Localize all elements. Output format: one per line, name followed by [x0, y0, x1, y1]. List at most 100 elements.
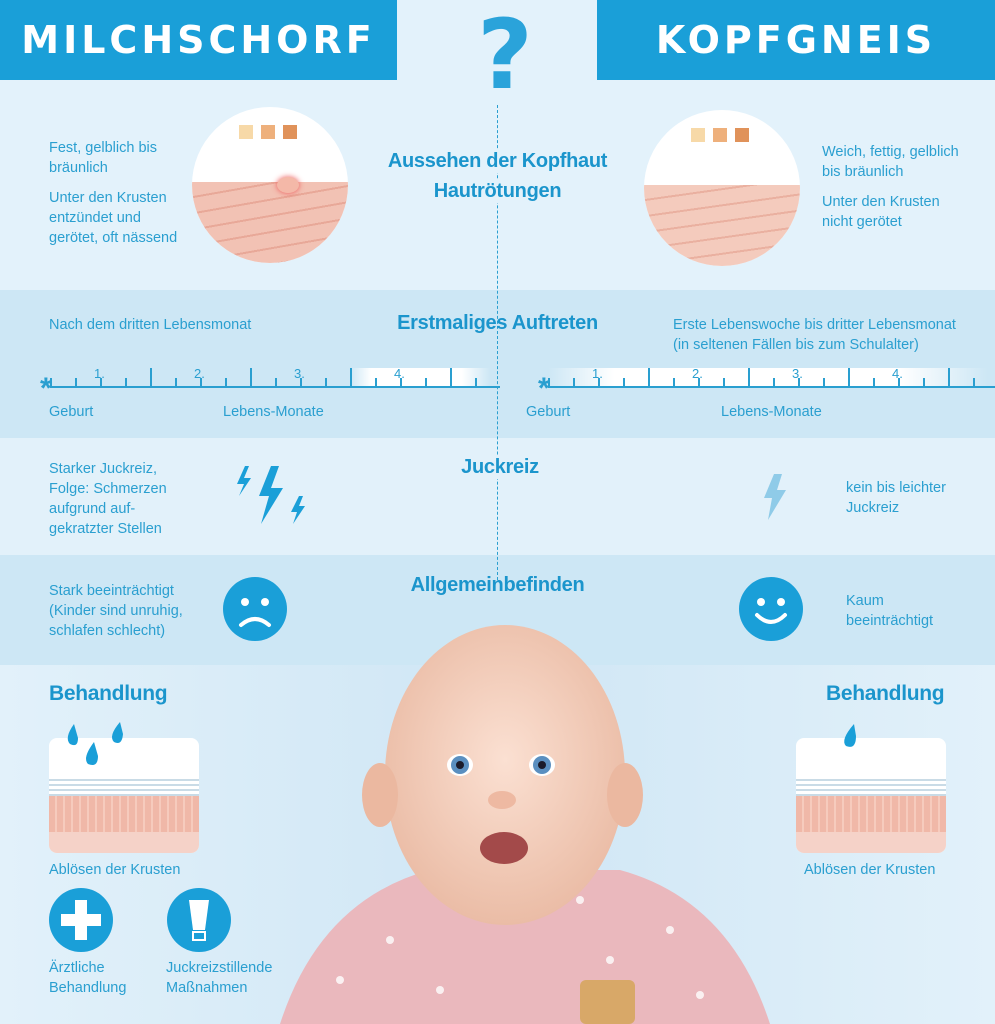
skin-layer [644, 185, 800, 266]
water-drop-icon [844, 724, 856, 747]
onset-title: Erstmaliges Auftreten [397, 312, 598, 334]
milchschorf-skin-illustration [192, 107, 348, 263]
right-onset-note: (in seltenen Fällen bis zum Schulalter) [673, 337, 919, 353]
left-wellbeing-text: Stark beeinträchtigt (Kinder sind unruhi… [49, 583, 183, 639]
swatch [239, 125, 253, 139]
month-label: 1. [94, 366, 105, 381]
timeline-tick [598, 378, 600, 386]
left-appearance-text: Fest, gelblich bis bräunlich [49, 140, 157, 176]
timeline-tick [723, 378, 725, 386]
timeline-tick [648, 368, 650, 386]
right-treatment-title: Behandlung [826, 682, 945, 705]
timeline-tick [100, 378, 102, 386]
months-axis-label: Lebens-Monate [721, 404, 822, 420]
birth-label: Geburt [49, 404, 94, 420]
strong-lightning-icon [237, 466, 305, 524]
timeline-tick [923, 378, 925, 386]
timeline-tick [325, 378, 327, 386]
right-timeline: 1. 2. 3. 4. * Geburt Lebens-Monate [526, 360, 995, 430]
swatch [283, 125, 297, 139]
timeline-tick [948, 368, 950, 386]
water-drops-icon [67, 722, 123, 765]
timeline-tick [573, 378, 575, 386]
timeline-tick [250, 368, 252, 386]
timeline-tick [475, 378, 477, 386]
timeline-tick [125, 378, 127, 386]
timeline-tick [673, 378, 675, 386]
skin-layer [796, 796, 946, 832]
month-label: 3. [792, 366, 803, 381]
month-label: 4. [394, 366, 405, 381]
left-redness-text: Unter den Krusten entzündet und gerötet,… [49, 190, 178, 246]
medical-cross-icon [49, 888, 113, 952]
dermis-layer [796, 832, 946, 853]
left-itch-text: Starker Juckreiz, Folge: Schmerzen aufgr… [49, 461, 167, 537]
timeline-tick [75, 378, 77, 386]
right-redness-text: Unter den Krusten nicht gerötet [822, 194, 940, 230]
month-label: 4. [892, 366, 903, 381]
month-label: 1. [592, 366, 603, 381]
month-label: 2. [692, 366, 703, 381]
timeline-tick [450, 368, 452, 386]
timeline-tick [175, 378, 177, 386]
month-label: 3. [294, 366, 305, 381]
timeline-tick [823, 378, 825, 386]
left-timeline: 1. 2. 3. 4. * Geburt Lebens-Monate [40, 360, 500, 430]
swatch [691, 128, 705, 142]
crust-layer [49, 778, 199, 796]
right-crust-removal-illustration [796, 738, 946, 853]
light-lightning-icon [764, 474, 786, 520]
question-mark: ? [477, 0, 533, 111]
month-label: 2. [194, 366, 205, 381]
timeline-tick [748, 368, 750, 386]
timeline-axis [548, 386, 995, 388]
appearance-title: Aussehen der Kopfhaut [370, 150, 625, 173]
sad-face-icon [223, 577, 287, 641]
skin-layer [192, 182, 348, 263]
center-divider [497, 105, 498, 580]
crust-layer [796, 778, 946, 796]
timeline-tick [848, 368, 850, 386]
swatch [261, 125, 275, 139]
timeline-tick [225, 378, 227, 386]
timeline-tick [375, 378, 377, 386]
right-appearance-text: Weich, fettig, gelblich bis bräunlich [822, 144, 959, 180]
timeline-tick [50, 378, 52, 386]
skin-layer [49, 796, 199, 832]
dermis-layer [49, 832, 199, 853]
right-crust-caption: Ablösen der Krusten [804, 862, 936, 878]
timeline-tick [300, 378, 302, 386]
right-onset-text: Erste Lebenswoche bis dritter Lebensmona… [673, 317, 956, 333]
wellbeing-title: Allgemeinbefinden [410, 574, 585, 596]
left-crust-removal-illustration [49, 738, 199, 853]
timeline-tick [798, 378, 800, 386]
swatch [713, 128, 727, 142]
birth-asterisk-icon: * [40, 372, 52, 405]
timeline-axis [50, 386, 500, 388]
medical-treatment-label: Ärztliche Behandlung [49, 960, 127, 996]
left-treatment-title: Behandlung [49, 682, 168, 705]
timeline-tick [873, 378, 875, 386]
birth-asterisk-icon: * [538, 372, 550, 405]
timeline-tick [898, 378, 900, 386]
itch-relief-label: Juckreizstillende Maßnahmen [166, 960, 273, 996]
timeline-tick [350, 368, 352, 386]
timeline-tick [773, 378, 775, 386]
highlight-range [350, 368, 490, 386]
highlight-range [548, 368, 988, 386]
timeline-tick [400, 378, 402, 386]
timeline-tick [623, 378, 625, 386]
timeline-tick [548, 378, 550, 386]
cream-tube-icon [167, 888, 231, 952]
happy-face-icon [739, 577, 803, 641]
inflamed-spot [277, 177, 299, 193]
left-onset-text: Nach dem dritten Lebensmonat [49, 317, 252, 333]
timeline-tick [150, 368, 152, 386]
right-wellbeing-text: Kaum beeinträchtigt [846, 593, 934, 629]
itch-title: Juckreiz [420, 456, 580, 479]
milchschorf-header: MILCHSCHORF [0, 0, 397, 80]
timeline-tick [200, 378, 202, 386]
right-itch-text: kein bis leichter Juckreiz [846, 480, 946, 516]
swatch [735, 128, 749, 142]
kopfgneis-skin-illustration [644, 110, 800, 266]
